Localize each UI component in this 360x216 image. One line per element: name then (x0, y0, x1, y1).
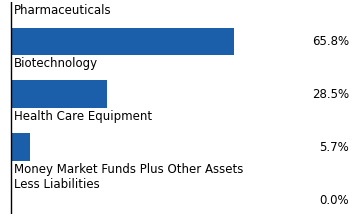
Text: 65.8%: 65.8% (312, 35, 349, 48)
Text: Money Market Funds Plus Other Assets
Less Liabilities: Money Market Funds Plus Other Assets Les… (14, 163, 244, 191)
Bar (11, 133, 30, 161)
Bar (11, 81, 107, 108)
Text: 0.0%: 0.0% (320, 194, 349, 206)
Text: Biotechnology: Biotechnology (14, 57, 98, 70)
Text: Pharmaceuticals: Pharmaceuticals (14, 4, 112, 17)
Text: 28.5%: 28.5% (312, 88, 349, 101)
Bar (11, 28, 234, 55)
Text: Health Care Equipment: Health Care Equipment (14, 110, 152, 123)
Text: 5.7%: 5.7% (320, 141, 349, 154)
